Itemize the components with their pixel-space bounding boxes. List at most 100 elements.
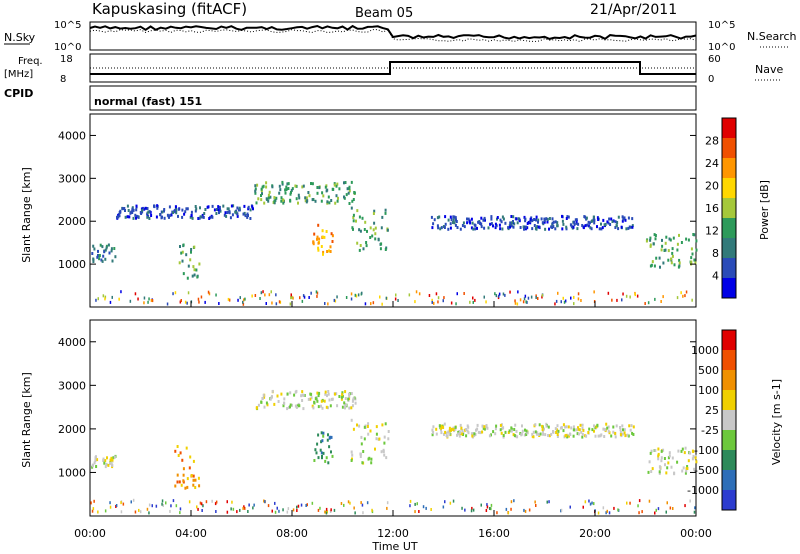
velocity-noise-cell [319,506,321,510]
velocity-echo-cell [326,394,328,398]
power-noise-cell [174,291,177,295]
power-echo-cell [537,220,539,224]
velocity-noise-cell [109,505,112,509]
power-noise-cell [577,292,580,296]
power-echo-cell [552,225,555,228]
power-colorbar-tick: 24 [705,157,719,170]
velocity-echo-cell [257,403,260,407]
power-echo-cell [308,194,311,198]
power-echo-cell [529,219,532,223]
power-noise-cell [166,302,169,306]
velocity-echo-cell [330,397,333,401]
velocity-echo-cell [686,467,689,470]
velocity-echo-cell [320,440,323,444]
power-echo-cell [229,216,232,220]
nsearch-label: N.Search [747,30,797,43]
velocity-colorbar-tick: 25 [705,404,719,417]
power-noise-cell [577,297,580,301]
velocity-noise-cell [170,504,172,508]
power-colorbar-swatch [722,218,736,238]
velocity-noise-cell [104,509,107,513]
power-echo-cell [141,208,144,212]
power-echo-cell [185,207,188,211]
velocity-echo-cell [552,430,554,433]
velocity-noise-cell [179,507,182,511]
power-echo-cell [208,217,211,220]
power-echo-cell [263,201,266,205]
freq-series-line [90,61,696,75]
velocity-echo-cell [483,425,486,429]
x-axis-label: Time UT [371,540,417,553]
velocity-echo-cell [431,428,434,432]
velocity-noise-cell [361,503,364,507]
power-echo-cell [490,215,493,219]
power-echo-cell [600,222,602,226]
power-echo-cell [554,227,557,231]
power-ylabel: Slant Range [km] [20,167,33,263]
power-echo-cell [369,236,372,239]
power-noise-cell [290,296,292,300]
velocity-echo-cell [383,435,386,439]
power-echo-cell [97,254,99,257]
velocity-echo-cell [104,465,107,469]
power-echo-cell [322,252,324,256]
power-echo-cell [101,259,104,263]
power-noise-cell [442,299,444,303]
power-echo-cell [615,224,618,228]
velocity-noise-cell [161,502,163,506]
velocity-echo-cell [623,431,626,435]
power-echo-cell [518,219,521,223]
velocity-noise-cell [507,511,510,515]
power-echo-cell [652,242,655,246]
velocity-echo-cell [492,430,495,434]
velocity-noise-cell [92,507,95,511]
power-echo-cell [462,221,465,225]
velocity-echo-cell [266,403,269,407]
velocity-echo-cell [106,456,108,460]
velocity-echo-cell [654,449,657,452]
velocity-noise-cell [589,502,592,506]
velocity-echo-cell [445,431,448,435]
velocity-echo-cell [176,445,179,448]
power-noise-cell [516,302,519,306]
power-echo-cell [132,208,135,212]
power-echo-cell [350,180,353,184]
power-echo-layer [91,180,698,306]
power-echo-cell [670,261,673,265]
velocity-echo-cell [526,431,529,435]
power-echo-cell [194,209,197,213]
power-echo-cell [318,186,321,190]
velocity-echo-cell [602,427,605,431]
power-echo-cell [219,208,221,212]
cpid-panel [89,85,697,111]
power-echo-cell [141,210,144,214]
power-echo-cell [190,248,193,251]
power-echo-cell [236,206,239,210]
power-echo-cell [121,207,124,211]
velocity-ytick-label: 4000 [58,336,86,349]
velocity-echo-cell [693,467,696,471]
power-echo-cell [603,223,606,227]
velocity-echo-cell [328,398,331,402]
velocity-echo-cell [477,430,480,434]
power-noise-cell [218,302,220,305]
power-echo-cell [316,235,319,239]
power-echo-cell [649,236,652,240]
velocity-noise-cell [496,511,498,515]
power-echo-cell [114,255,117,259]
power-echo-cell [433,218,436,222]
power-echo-cell [201,213,204,217]
velocity-echo-cell [334,392,336,396]
velocity-echo-cell [186,477,189,481]
velocity-echo-cell [321,406,324,410]
velocity-echo-cell [513,428,516,431]
power-noise-cell [580,299,582,302]
velocity-echo-cell [541,428,544,432]
velocity-echo-cell [541,424,544,428]
power-noise-cell [120,290,122,294]
velocity-echo-cell [263,405,266,409]
power-echo-cell [211,204,214,208]
power-echo-cell [482,218,485,222]
velocity-echo-cell [619,433,622,437]
power-echo-cell [186,276,189,280]
